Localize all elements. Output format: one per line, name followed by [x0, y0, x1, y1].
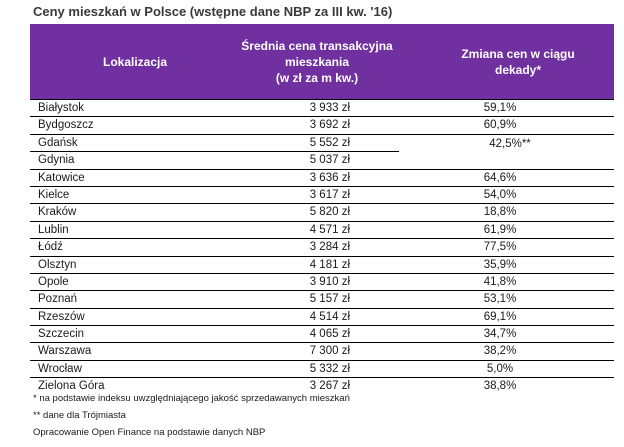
price-cell: 3 267 zł — [309, 380, 350, 393]
price-cell: 3 617 zł — [309, 188, 350, 201]
city-cell: Warszawa — [38, 345, 92, 358]
table-row: Opole 3 910 zł 41,8% — [30, 274, 614, 292]
row-divider — [30, 203, 614, 205]
price-cell: 4 571 zł — [309, 223, 350, 236]
price-cell: 5 037 zł — [309, 154, 350, 167]
table-row: Kielce 3 617 zł 54,0% — [30, 187, 614, 205]
change-cell: 38,2% — [483, 345, 517, 358]
price-cell: 3 692 zł — [309, 119, 350, 132]
change-cell: 38,8% — [483, 380, 517, 393]
city-cell: Zielona Góra — [38, 380, 105, 393]
price-cell: 5 552 zł — [309, 136, 350, 149]
table-row: Katowice 3 636 zł 64,6% — [30, 170, 614, 187]
table-row: Rzeszów 4 514 zł 69,1% — [30, 309, 614, 327]
city-cell: Katowice — [38, 171, 85, 184]
city-cell: Rzeszów — [38, 310, 85, 323]
row-divider — [30, 342, 614, 344]
price-cell: 4 514 zł — [309, 310, 350, 323]
row-divider — [30, 325, 614, 327]
change-cell: 41,8% — [483, 275, 517, 288]
row-divider — [30, 255, 614, 257]
city-cell: Olsztyn — [38, 258, 77, 271]
city-cell: Lublin — [38, 223, 69, 236]
price-cell: 4 065 zł — [309, 328, 350, 341]
table-row: Szczecin 4 065 zł 34,7% — [30, 326, 614, 344]
city-cell: Kielce — [38, 188, 70, 201]
header-price: Średnia cena transakcyjna mieszkania (w … — [212, 24, 422, 99]
row-divider — [30, 359, 614, 361]
price-cell: 4 181 zł — [309, 258, 350, 271]
city-cell: Gdańsk — [38, 136, 78, 149]
footnote-source: Opracowanie Open Finance na podstawie da… — [33, 427, 266, 438]
row-divider — [30, 238, 614, 240]
table-row: Białystok 3 933 zł 59,1% — [30, 100, 614, 118]
price-cell: 3 636 zł — [309, 171, 350, 184]
price-cell: 3 933 zł — [309, 102, 350, 114]
table-row: Zielona Góra 3 267 zł 38,8% — [30, 378, 614, 395]
table-row: Bydgoszcz 3 692 zł 60,9% — [30, 117, 614, 135]
change-cell: 53,1% — [483, 293, 517, 306]
price-cell: 5 332 zł — [309, 362, 350, 375]
table-row: Kraków 5 820 zł 18,8% — [30, 204, 614, 222]
row-divider — [30, 151, 399, 153]
city-cell: Białystok — [38, 102, 85, 114]
table-row: Gdańsk 5 552 zł — [30, 135, 614, 153]
change-cell: 59,1% — [483, 102, 517, 114]
change-cell: 64,6% — [483, 171, 517, 184]
merged-change-cell: 42,5%** — [489, 137, 531, 150]
price-cell: 3 284 zł — [309, 241, 350, 254]
city-cell: Wrocław — [38, 362, 82, 375]
table-row: Warszawa 7 300 zł 38,2% — [30, 343, 614, 361]
footnote-index: * na podstawie indeksu uwzględniającego … — [33, 393, 350, 404]
table-row: Olsztyn 4 181 zł 35,9% — [30, 257, 614, 274]
city-cell: Opole — [38, 275, 69, 288]
row-divider — [30, 220, 614, 222]
table-row: Poznań 5 157 zł 53,1% — [30, 291, 614, 309]
price-table: Białystok 3 933 zł 59,1% Bydgoszcz 3 692 zł 6… — [30, 100, 614, 396]
change-cell: 54,0% — [483, 188, 517, 201]
header-change-label: Zmiana cen w ciągu dekady* — [461, 46, 575, 77]
table-header: Lokalizacja Średnia cena transakcyjna mi… — [30, 24, 614, 99]
table-row: Gdynia 5 037 zł — [30, 152, 614, 170]
header-change: Zmiana cen w ciągu dekady* — [422, 24, 614, 99]
city-cell: Bydgoszcz — [38, 119, 94, 132]
table-top-rule — [30, 99, 614, 100]
row-divider — [30, 133, 614, 135]
city-cell: Kraków — [38, 206, 77, 219]
table-title: Ceny mieszkań w Polsce (wstępne dane NBP… — [33, 4, 393, 19]
city-cell: Poznań — [38, 293, 78, 306]
row-divider — [30, 185, 614, 187]
city-cell: Szczecin — [38, 328, 85, 341]
change-cell: 61,9% — [483, 223, 517, 236]
price-cell: 5 157 zł — [309, 293, 350, 306]
table-row: Wrocław 5 332 zł 5,0% — [30, 361, 614, 379]
row-divider — [30, 377, 614, 379]
table-row: Lublin 4 571 zł 61,9% — [30, 222, 614, 240]
row-divider — [30, 290, 614, 292]
row-divider — [30, 168, 614, 170]
price-cell: 7 300 zł — [309, 345, 350, 358]
header-price-label: Średnia cena transakcyjna mieszkania (w … — [241, 38, 393, 85]
change-cell: 35,9% — [483, 258, 517, 271]
row-divider — [30, 116, 614, 118]
change-cell: 34,7% — [483, 328, 517, 341]
row-divider — [30, 272, 614, 274]
header-location: Lokalizacja — [30, 24, 240, 99]
table-row: Łódź 3 284 zł 77,5% — [30, 239, 614, 257]
change-cell: 69,1% — [483, 310, 517, 323]
footnote-trojmiasto: ** dane dla Trójmiasta — [33, 410, 126, 421]
change-cell: 60,9% — [483, 119, 517, 132]
footnotes: * na podstawie indeksu uwzględniającego … — [33, 390, 350, 441]
change-cell: 77,5% — [483, 241, 517, 254]
price-cell: 3 910 zł — [309, 275, 350, 288]
change-cell: 5,0% — [486, 362, 514, 375]
city-cell: Gdynia — [38, 154, 75, 167]
header-location-label: Lokalizacja — [102, 54, 168, 69]
city-cell: Łódź — [38, 241, 63, 254]
price-cell: 5 820 zł — [309, 206, 350, 219]
change-cell: 18,8% — [483, 206, 517, 219]
row-divider — [30, 307, 614, 309]
